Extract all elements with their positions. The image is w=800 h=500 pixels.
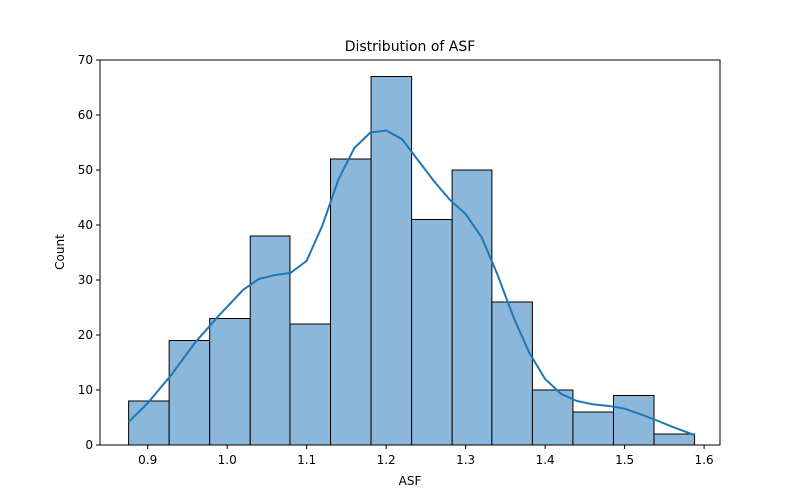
x-tick-label: 1.1 bbox=[297, 453, 316, 467]
x-tick-label: 1.5 bbox=[615, 453, 634, 467]
histogram-bar-10 bbox=[531, 389, 574, 446]
histogram-bar-2 bbox=[209, 318, 251, 446]
y-tick-label: 30 bbox=[78, 273, 93, 287]
histogram-bar-6 bbox=[370, 76, 413, 446]
histogram-bar-4 bbox=[289, 323, 332, 446]
kde-curve bbox=[127, 129, 695, 437]
y-axis-ticks: 0 10 20 30 40 50 60 70 bbox=[78, 53, 100, 452]
plot-frame bbox=[99, 59, 721, 446]
y-tick-label: 20 bbox=[78, 328, 93, 342]
histogram-bar-7 bbox=[411, 219, 453, 446]
histogram-bar-12 bbox=[612, 395, 655, 446]
x-tick-label: 1.0 bbox=[218, 453, 237, 467]
x-tick-label: 1.2 bbox=[377, 453, 396, 467]
histogram-bar-0 bbox=[128, 400, 170, 446]
chart-title: Distribution of ASF bbox=[345, 39, 476, 55]
y-tick-label: 10 bbox=[78, 383, 93, 397]
histogram-bars bbox=[128, 76, 696, 446]
x-tick-label: 1.3 bbox=[456, 453, 475, 467]
histogram-bar-8 bbox=[451, 169, 493, 446]
x-tick-label: 0.9 bbox=[138, 453, 157, 467]
histogram-bar-1 bbox=[168, 340, 211, 446]
y-axis-label: Count bbox=[53, 234, 67, 270]
x-tick-label: 1.6 bbox=[695, 453, 714, 467]
histogram-bar-5 bbox=[330, 158, 372, 446]
histogram-bar-13 bbox=[653, 433, 696, 446]
histogram-bar-11 bbox=[572, 411, 614, 446]
y-tick-label: 50 bbox=[78, 163, 93, 177]
y-tick-label: 40 bbox=[78, 218, 93, 232]
histogram-bar-3 bbox=[249, 235, 291, 446]
x-axis-label: ASF bbox=[399, 474, 422, 488]
x-tick-label: 1.4 bbox=[536, 453, 555, 467]
y-tick-label: 0 bbox=[85, 438, 93, 452]
y-tick-label: 70 bbox=[78, 53, 93, 67]
histogram-bar-9 bbox=[491, 301, 533, 446]
y-tick-label: 60 bbox=[78, 108, 93, 122]
x-axis-ticks: 0.9 1.0 1.1 1.2 1.3 1.4 1.5 1.6 bbox=[138, 445, 714, 467]
